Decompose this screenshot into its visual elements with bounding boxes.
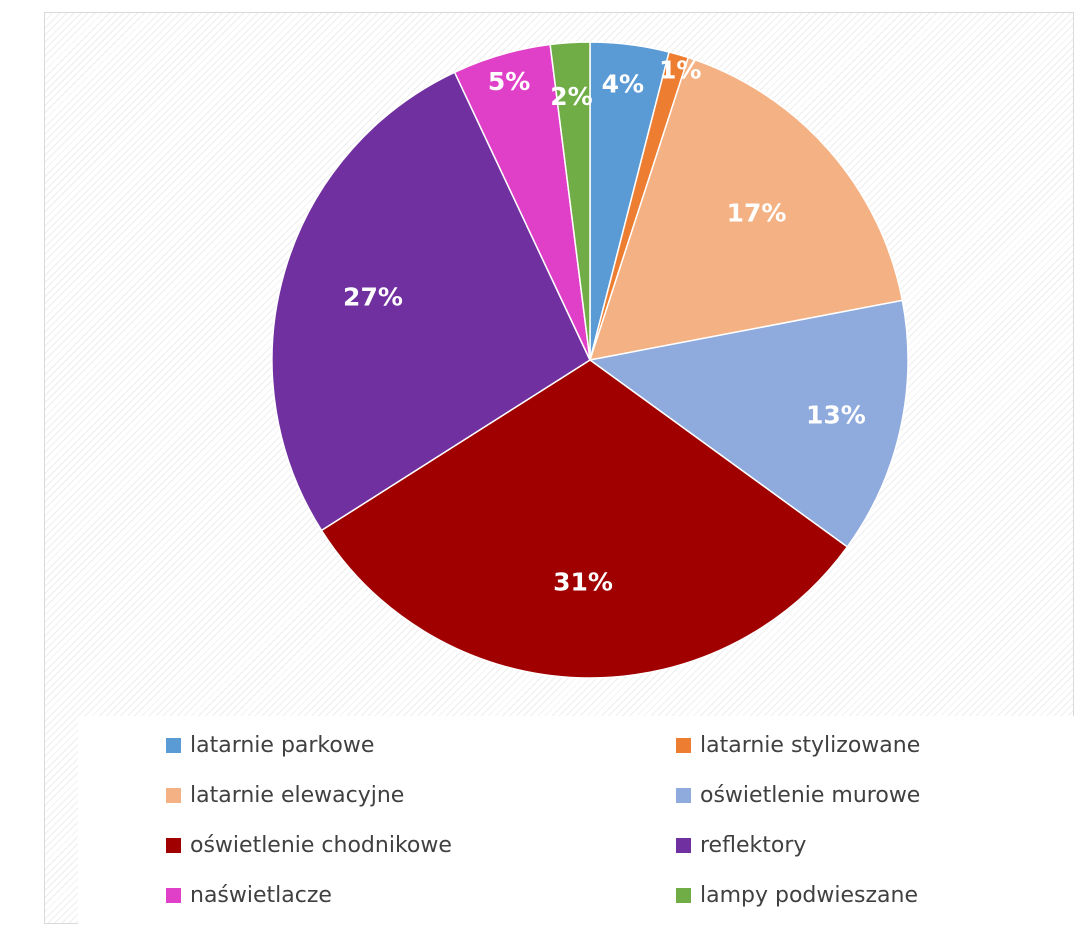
legend-item-naswietlacze: naświetlacze [166, 880, 332, 910]
legend-item-oswietlenie-murowe: oświetlenie murowe [676, 780, 920, 810]
pie-slice-4 [320, 359, 849, 679]
legend-label: oświetlenie chodnikowe [190, 832, 452, 858]
legend-label: latarnie parkowe [190, 732, 375, 758]
pie-data-label-0: 4% [602, 70, 644, 99]
legend-label: latarnie elewacyjne [190, 782, 405, 808]
pie-data-labels: 4% 1% 17% 13% 31% 27% 5% 2% [343, 55, 866, 596]
pie-data-label-7: 2% [550, 82, 592, 111]
legend-item-latarnie-stylizowane: latarnie stylizowane [676, 730, 920, 760]
legend-swatch [676, 737, 691, 753]
pie-data-label-6: 5% [488, 67, 530, 96]
pie-data-label-3: 13% [806, 400, 866, 429]
legend-label: naświetlacze [190, 882, 332, 908]
pie-slice-7 [549, 41, 591, 361]
legend-label: reflektory [700, 832, 807, 858]
legend-swatch [166, 887, 181, 903]
pie-slice-2 [588, 56, 904, 361]
pie-data-label-5: 27% [343, 282, 403, 311]
legend-label: lampy podwieszane [700, 882, 919, 908]
legend-item-reflektory: reflektory [676, 830, 806, 860]
pie-slices [271, 41, 909, 679]
legend-label: oświetlenie murowe [700, 782, 921, 808]
legend-label: latarnie stylizowane [700, 732, 921, 758]
legend-swatch [166, 787, 181, 803]
legend: latarnie parkowe latarnie stylizowane la… [78, 716, 1074, 924]
legend-item-latarnie-elewacyjne: latarnie elewacyjne [166, 780, 404, 810]
pie-data-label-2: 17% [727, 199, 787, 228]
legend-swatch [166, 837, 181, 853]
legend-swatch [166, 737, 181, 753]
legend-item-latarnie-parkowe: latarnie parkowe [166, 730, 374, 760]
pie-slice-5 [271, 71, 591, 532]
pie-data-label-4: 31% [553, 567, 613, 596]
legend-item-oswietlenie-chodnikowe: oświetlenie chodnikowe [166, 830, 452, 860]
legend-swatch [676, 887, 691, 903]
pie-data-label-1: 1% [659, 55, 701, 84]
legend-swatch [676, 787, 691, 803]
pie-slice-3 [588, 299, 909, 548]
legend-item-lampy-podwieszane: lampy podwieszane [676, 880, 918, 910]
legend-swatch [676, 837, 691, 853]
